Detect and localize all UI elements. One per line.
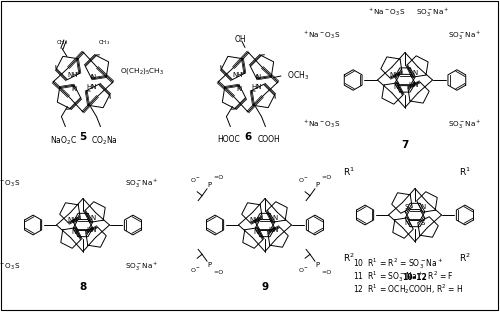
Text: 6: 6 [244,133,252,143]
Text: $^+$Na$^-$O$_3$S: $^+$Na$^-$O$_3$S [366,7,405,18]
Text: N: N [72,229,76,235]
Text: HN: HN [87,227,97,233]
Text: P: P [207,262,211,268]
Text: HN: HN [87,84,97,90]
Text: SO$_3^-$Na$^+$: SO$_3^-$Na$^+$ [448,29,482,41]
Text: 12  R$^1$ = OCH$_2$COOH, R$^2$ = H: 12 R$^1$ = OCH$_2$COOH, R$^2$ = H [353,282,464,296]
Text: N: N [404,220,409,226]
Text: $^+$Na$^-$O$_3$S: $^+$Na$^-$O$_3$S [302,119,340,130]
Text: O(CH$_2$)$_5$CH$_3$: O(CH$_2$)$_5$CH$_3$ [120,66,164,76]
Text: SO$_3^-$Na$^+$: SO$_3^-$Na$^+$ [124,261,158,273]
Text: O$^-$: O$^-$ [190,176,201,184]
Text: 7: 7 [402,140,408,150]
Text: N: N [412,70,418,76]
Text: 8: 8 [80,282,86,292]
Text: =O: =O [321,175,331,180]
Text: NH: NH [250,217,260,223]
Text: O$^-$: O$^-$ [298,176,309,184]
Text: S: S [405,204,409,210]
Text: HN: HN [269,227,279,233]
Text: NH: NH [68,72,78,78]
Text: N: N [256,74,260,80]
Text: =O: =O [213,270,224,275]
Text: N: N [420,204,426,210]
Text: R$^2$: R$^2$ [344,252,355,264]
Text: SO$_3^-$Na$^+$: SO$_3^-$Na$^+$ [124,177,158,190]
Text: 5: 5 [80,133,86,143]
Text: N: N [90,74,96,80]
Text: CH$_3$: CH$_3$ [98,39,110,47]
Text: =O: =O [213,175,224,180]
Text: SO$_3^-$Na$^+$: SO$_3^-$Na$^+$ [448,118,482,131]
Text: CO$_2$Na: CO$_2$Na [91,134,118,147]
Text: N: N [394,84,398,90]
Text: N: N [272,215,278,221]
Text: HN: HN [409,82,419,88]
Text: O$^-$: O$^-$ [190,266,201,274]
Text: N: N [90,215,96,221]
Text: $^+$Na$^-$O$_3$S: $^+$Na$^-$O$_3$S [302,30,340,41]
Text: NH: NH [390,72,400,78]
Text: SO$_3^-$Na$^+$: SO$_3^-$Na$^+$ [416,6,449,19]
Text: NH: NH [233,72,243,78]
Text: N: N [236,86,242,92]
Text: NaO$_2$C: NaO$_2$C [50,134,77,147]
Text: O$^-$: O$^-$ [298,266,309,274]
Text: R$^1$: R$^1$ [459,166,471,178]
Text: =O: =O [321,270,331,275]
Text: P: P [207,182,211,188]
Text: N: N [254,229,258,235]
Text: 11  R$^1$ = SO$_3^-$Na$^+$, R$^2$ = F: 11 R$^1$ = SO$_3^-$Na$^+$, R$^2$ = F [353,269,454,284]
Text: NH: NH [68,217,78,223]
Text: S: S [421,220,425,226]
Text: 10  R$^1$ = R$^2$ = SO$_3^-$Na$^+$: 10 R$^1$ = R$^2$ = SO$_3^-$Na$^+$ [353,256,444,271]
Text: 10–12: 10–12 [402,273,427,282]
Text: R$^1$: R$^1$ [344,166,355,178]
Text: R$^2$: R$^2$ [459,252,471,264]
Text: OH: OH [234,36,246,45]
Text: $^+$Na$^-$O$_3$S: $^+$Na$^-$O$_3$S [0,178,20,189]
Text: $^+$Na$^-$O$_3$S: $^+$Na$^-$O$_3$S [0,261,20,272]
Text: 9: 9 [262,282,268,292]
Text: CH$_3$: CH$_3$ [56,39,68,47]
Text: COOH: COOH [258,134,281,144]
Text: P: P [315,262,319,268]
Text: P: P [315,182,319,188]
Text: HOOC: HOOC [217,134,240,144]
Text: HN: HN [252,84,262,90]
Text: N: N [72,86,76,92]
Text: OCH$_3$: OCH$_3$ [287,70,309,82]
